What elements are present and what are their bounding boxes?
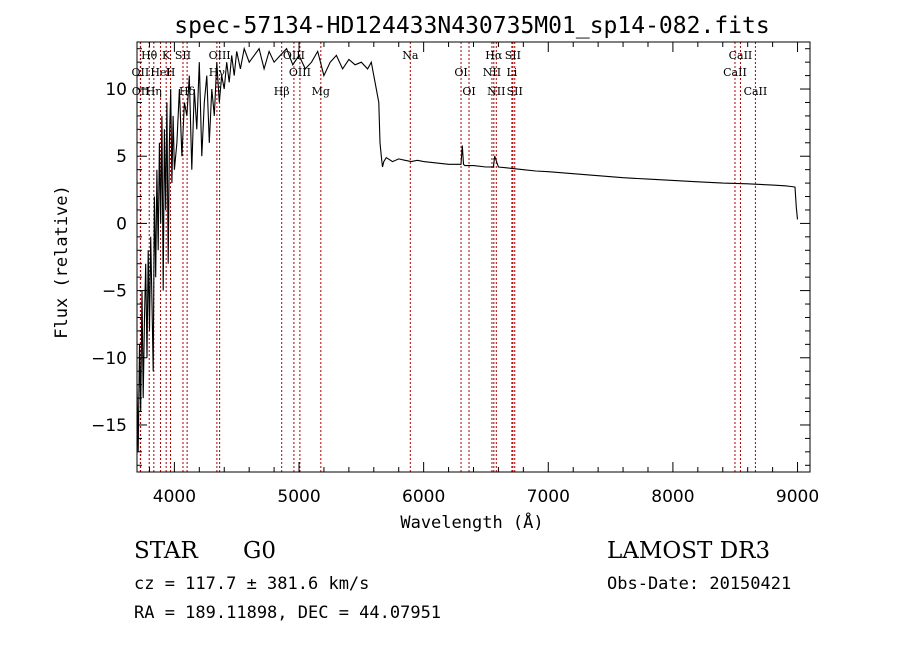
line-marker-label: OII <box>132 66 150 79</box>
survey-name: LAMOST DR3 <box>607 538 771 564</box>
line-marker-label: Hδ <box>179 85 196 98</box>
object-subclass: G0 <box>243 538 277 564</box>
y-tick-label: −10 <box>91 349 127 369</box>
line-marker-labels: HθOIIOIIKHeIHηSIIHHδOIIIHγHβOIIIOIIIMgNa… <box>132 49 768 98</box>
line-marker-label: Hβ <box>274 85 290 98</box>
chart-title: spec-57134-HD124433N430735M01_sp14-082.f… <box>174 13 769 39</box>
y-axis: −15 −10 −5 0 5 10 <box>91 48 810 466</box>
redshift-velocity: cz = 117.7 ± 381.6 km/s <box>134 574 370 594</box>
line-marker-label: Hθ <box>141 49 158 62</box>
y-tick-label: 10 <box>105 80 127 100</box>
observation-date: Obs-Date: 20150421 <box>607 574 792 594</box>
line-marker-label: SII <box>505 49 521 62</box>
x-axis: 4000 5000 6000 7000 8000 9000 <box>148 42 819 507</box>
object-class: STAR <box>134 538 198 564</box>
y-tick-label: 5 <box>116 147 127 167</box>
spectrum-chart: spec-57134-HD124433N430735M01_sp14-082.f… <box>52 13 819 533</box>
coordinates: RA = 189.11898, DEC = 44.07951 <box>134 603 442 623</box>
line-marker-label: CaII <box>723 66 747 79</box>
x-tick-label: 9000 <box>776 487 819 507</box>
line-marker-label: OI <box>462 85 475 98</box>
x-tick-label: 5000 <box>277 487 320 507</box>
y-axis-label: Flux (relative) <box>52 185 72 339</box>
line-marker-label: OIII <box>209 49 231 62</box>
line-marker-label: NII <box>483 66 501 79</box>
x-tick-label: 6000 <box>402 487 445 507</box>
line-marker-label: CaII <box>744 85 768 98</box>
line-markers <box>139 42 756 472</box>
line-marker-label: CaII <box>729 49 753 62</box>
y-tick-label: −15 <box>91 416 127 436</box>
x-tick-label: 7000 <box>527 487 570 507</box>
line-marker-label: Mg <box>312 85 330 98</box>
line-marker-label: H <box>166 66 176 79</box>
line-marker-label: OI <box>454 66 467 79</box>
x-axis-label: Wavelength (Å) <box>400 511 543 533</box>
y-tick-label: −5 <box>102 282 127 302</box>
line-marker-label: K <box>162 49 171 62</box>
line-marker-label: OII <box>132 85 150 98</box>
line-marker-label: OIII <box>289 66 311 79</box>
line-marker-label: SII <box>175 49 191 62</box>
x-tick-label: 8000 <box>651 487 694 507</box>
line-marker-label: SII <box>507 85 523 98</box>
spectrum-line <box>136 46 799 452</box>
x-tick-label: 4000 <box>153 487 196 507</box>
line-marker-label: Hη <box>146 85 162 98</box>
line-marker-label: Hα <box>485 49 503 62</box>
line-marker-label: HeI <box>150 66 170 79</box>
y-tick-label: 0 <box>116 214 127 234</box>
plot-frame <box>136 41 811 473</box>
line-marker-label: Li <box>506 66 517 79</box>
line-marker-label: Na <box>402 49 419 62</box>
line-marker-label: NII <box>487 85 505 98</box>
